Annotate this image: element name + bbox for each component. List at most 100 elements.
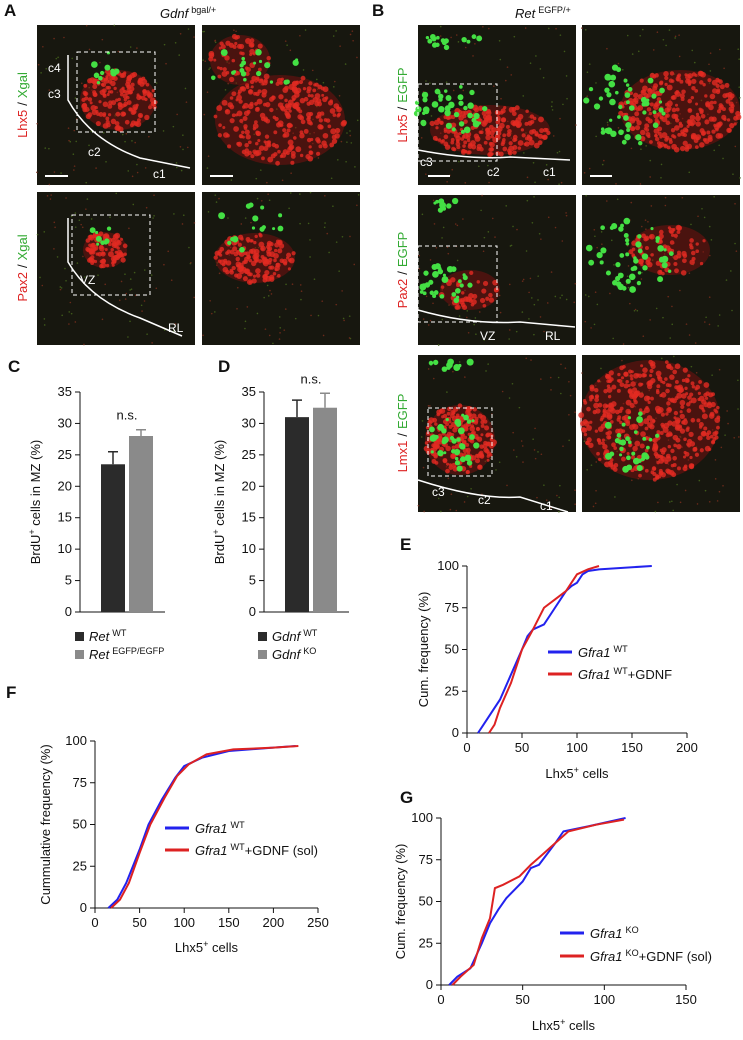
cell-green [100, 240, 105, 245]
cell [674, 117, 679, 121]
noise [662, 38, 665, 41]
noise [631, 479, 633, 482]
cell-green [642, 265, 648, 271]
cell [452, 466, 458, 472]
cell [253, 91, 257, 96]
text-part: 50 [515, 992, 529, 1007]
cell [638, 408, 643, 412]
cell [640, 431, 646, 437]
cell [669, 397, 676, 403]
cell [674, 268, 679, 274]
cell [246, 239, 250, 243]
cell [219, 66, 223, 71]
cell [485, 134, 491, 141]
cell [119, 92, 124, 97]
cell [681, 393, 687, 399]
noise [446, 180, 448, 183]
cell-green [430, 450, 434, 454]
cell [586, 425, 593, 431]
cell [709, 411, 715, 417]
cell [659, 80, 664, 85]
cell [440, 139, 444, 144]
cell [639, 78, 644, 83]
cell-green [638, 411, 643, 417]
noise [279, 327, 282, 329]
cell [477, 105, 484, 111]
cell [679, 410, 683, 414]
cell [287, 267, 291, 271]
noise [36, 171, 38, 174]
cell [699, 261, 704, 266]
noise [640, 225, 643, 228]
cell [693, 447, 698, 452]
noise [708, 323, 711, 326]
noise [214, 41, 217, 44]
cell [120, 253, 125, 258]
x-tick-label: 100 [593, 992, 615, 1007]
cell [263, 145, 269, 151]
noise [530, 359, 532, 361]
cell [142, 88, 148, 94]
cell-green [467, 282, 473, 288]
cell-green [95, 235, 102, 242]
cell [239, 269, 245, 275]
cell [460, 297, 465, 303]
noise [657, 501, 659, 504]
noise [313, 278, 316, 281]
cell [122, 243, 128, 249]
noise [337, 159, 339, 161]
noise [645, 145, 647, 147]
noise [352, 39, 354, 42]
noise [150, 274, 153, 276]
noise [669, 99, 672, 101]
noise [74, 321, 77, 323]
noise [655, 307, 658, 310]
cell-green [667, 269, 672, 273]
noise [558, 183, 560, 186]
cell [478, 130, 483, 134]
noise [458, 361, 461, 363]
text-part: Gfra1 [578, 645, 611, 660]
cell-green [93, 72, 100, 79]
noise [42, 45, 44, 48]
cell [652, 467, 657, 471]
cell [107, 113, 112, 117]
noise [53, 221, 56, 224]
noise [650, 469, 653, 471]
cell [659, 115, 664, 120]
text-part: 0 [80, 900, 87, 915]
noise [179, 32, 182, 35]
noise [674, 35, 677, 38]
noise [76, 262, 79, 264]
cell [610, 464, 616, 470]
noise [654, 510, 657, 513]
noise [592, 505, 595, 508]
text-part: B [372, 1, 384, 20]
cell [115, 98, 119, 102]
noise [259, 169, 262, 171]
noise [229, 246, 232, 249]
noise [483, 339, 486, 341]
cell [660, 456, 667, 462]
cell [683, 418, 687, 422]
cell-green [227, 240, 232, 246]
cell [700, 430, 707, 437]
cell [440, 285, 445, 289]
cell [101, 82, 107, 88]
y-tick-label: 25 [58, 447, 72, 462]
cell [235, 71, 241, 76]
cell-green [627, 440, 632, 445]
noise [563, 50, 566, 53]
noise [350, 142, 353, 144]
cell [114, 250, 118, 254]
cell [715, 77, 720, 83]
cell [695, 249, 700, 254]
noise [538, 232, 541, 235]
cell-green [605, 127, 613, 135]
noise [730, 270, 732, 272]
noise [464, 181, 467, 184]
cell [630, 468, 635, 473]
noise [429, 82, 431, 84]
cell-green [611, 223, 618, 230]
cell [606, 434, 612, 440]
